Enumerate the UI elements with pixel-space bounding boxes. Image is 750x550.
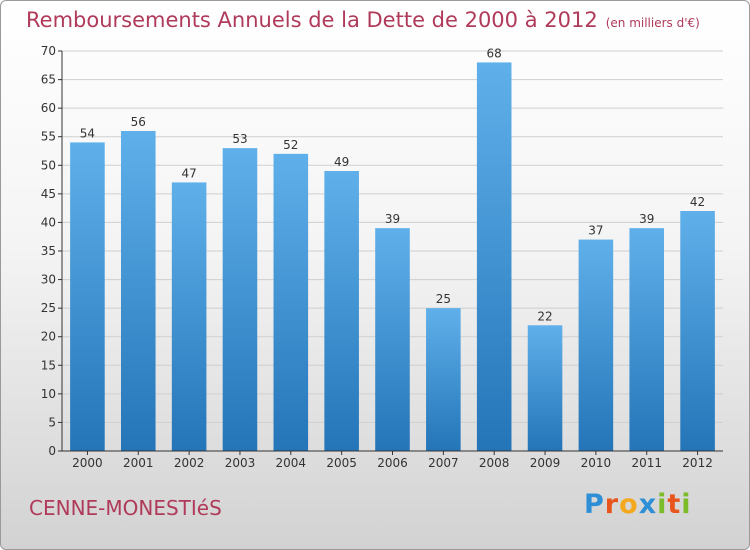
y-tick-label: 35 [41, 244, 56, 258]
data-label-2005: 49 [334, 155, 349, 169]
x-tick-label-2005: 2005 [326, 456, 357, 470]
logo-letter: o [619, 489, 639, 520]
bar-2005 [324, 171, 359, 451]
x-tick-label-2003: 2003 [225, 456, 256, 470]
chart-title-line: Remboursements Annuels de la Dette de 20… [26, 8, 700, 32]
y-tick-label: 55 [41, 130, 56, 144]
x-axis-ticks: 2000 2001 2002 2003 2004 2005 2006 2007 2008 2009… [72, 451, 713, 470]
y-tick-label: 0 [48, 444, 56, 458]
data-labels: 54 56 47 53 52 49 39 25 68 22 37 39 42 [80, 46, 705, 323]
data-label-2009: 22 [537, 309, 552, 323]
logo-letter: P [584, 489, 605, 520]
bar-2010 [578, 239, 614, 451]
data-label-2011: 39 [639, 212, 654, 226]
bar-2006 [375, 228, 410, 451]
data-label-2008: 68 [487, 46, 502, 60]
y-tick-label: 5 [48, 415, 56, 429]
data-label-2010: 37 [588, 224, 603, 238]
bar-2009 [527, 325, 563, 451]
bar-2012 [680, 211, 715, 451]
y-tick-label: 60 [41, 101, 56, 115]
logo-letter: r [604, 489, 620, 520]
bar-2011 [629, 228, 665, 451]
proxiti-logo: Proxiti [584, 489, 692, 520]
x-tick-label-2011: 2011 [631, 456, 662, 470]
bar-2000 [70, 142, 105, 451]
x-tick-label-2007: 2007 [428, 456, 459, 470]
data-label-2003: 53 [232, 132, 247, 146]
bars [70, 62, 715, 452]
y-tick-label: 45 [41, 187, 56, 201]
y-tick-label: 10 [41, 387, 56, 401]
y-tick-label: 70 [41, 44, 56, 58]
data-label-2002: 47 [181, 166, 196, 180]
data-label-2000: 54 [80, 126, 95, 140]
logo-letter: i [681, 489, 692, 520]
logo-letter: t [667, 489, 682, 520]
x-tick-label-2008: 2008 [479, 456, 510, 470]
x-tick-label-2009: 2009 [530, 456, 561, 470]
x-tick-label-2004: 2004 [276, 456, 307, 470]
data-label-2004: 52 [283, 138, 298, 152]
y-axis-ticks: 0 5 10 15 20 25 30 35 40 45 50 55 60 65 70 [41, 44, 62, 458]
bar-2004 [273, 153, 309, 451]
x-tick-label-2001: 2001 [123, 456, 154, 470]
x-tick-label-2002: 2002 [174, 456, 205, 470]
chart-unit-label: (en milliers d'€) [605, 16, 700, 30]
y-tick-label: 30 [41, 273, 56, 287]
data-label-2007: 25 [436, 292, 451, 306]
y-tick-label: 40 [41, 215, 56, 229]
bar-2008 [476, 62, 512, 452]
bar-2003 [222, 148, 258, 451]
y-tick-label: 50 [41, 158, 56, 172]
logo-letter: x [638, 489, 658, 520]
y-tick-label: 25 [41, 301, 56, 315]
x-tick-label-2010: 2010 [581, 456, 612, 470]
bar-2007 [426, 308, 461, 451]
y-tick-label: 65 [41, 73, 56, 87]
bar-2002 [171, 182, 207, 451]
data-label-2012: 42 [690, 195, 705, 209]
city-name: CENNE-MONESTIéS [29, 496, 222, 520]
x-tick-label-2012: 2012 [682, 456, 713, 470]
x-tick-label-2000: 2000 [72, 456, 103, 470]
data-label-2006: 39 [385, 212, 400, 226]
chart-title: Remboursements Annuels de la Dette de 20… [26, 8, 598, 32]
x-tick-label-2006: 2006 [377, 456, 408, 470]
logo-letter: i [657, 489, 668, 520]
y-tick-label: 15 [41, 358, 56, 372]
data-label-2001: 56 [131, 115, 146, 129]
y-tick-label: 20 [41, 330, 56, 344]
bar-2001 [120, 131, 156, 451]
